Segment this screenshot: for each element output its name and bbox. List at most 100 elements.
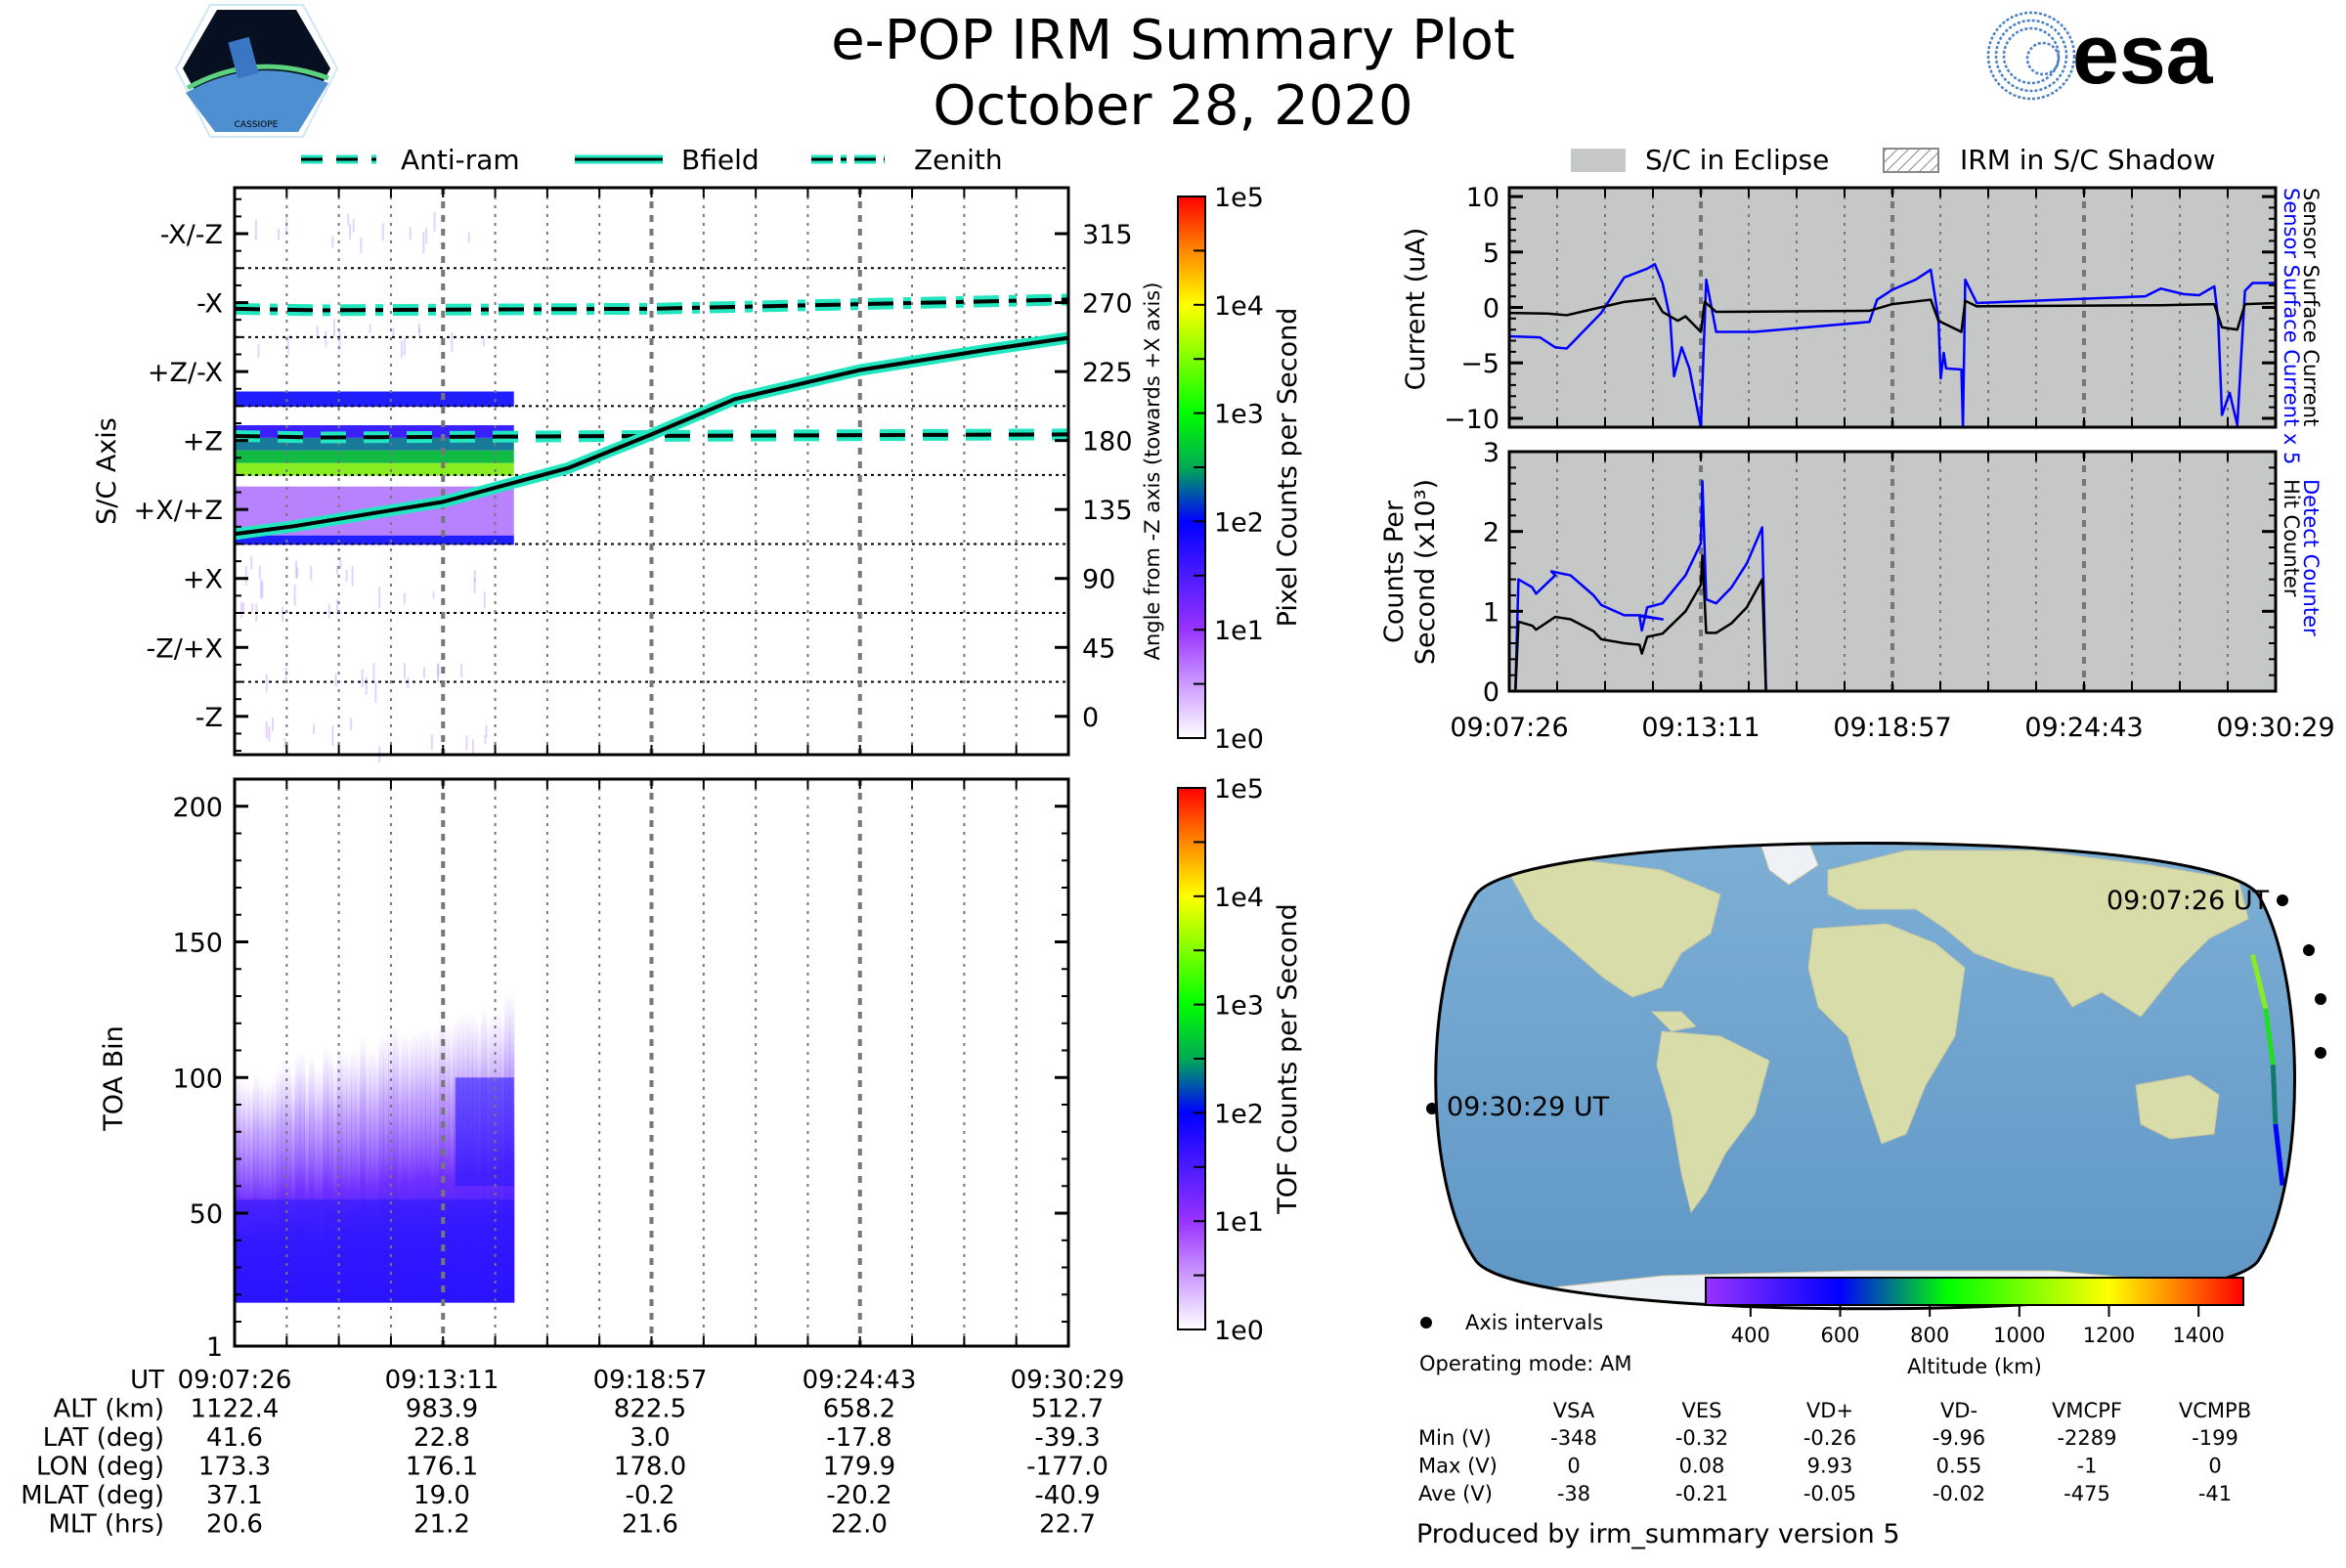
voltage-cell: -348 [1550,1426,1597,1450]
sc-axis-tick-label: +Z/-X [148,358,223,388]
toa-dense-band [456,1077,514,1186]
time-tick-label: 09:18:57 [1833,713,1951,743]
heatmap-speckle [266,674,268,692]
toa-tick-label: 50 [190,1199,223,1230]
track-marker-dot [1426,1103,1438,1114]
sc-axis-tick-label: -X [196,289,223,320]
heatmap-speckle [240,602,242,618]
voltage-cell: -2289 [2057,1426,2116,1450]
page-date: October 28, 2020 [933,74,1412,138]
heatmap-speckle [295,561,297,579]
ephemeris-cell: -40.9 [1034,1481,1100,1510]
heatmap-speckle [431,734,433,750]
heatmap-speckle [328,604,330,618]
heatmap-speckle [331,236,333,247]
heatmap-speckle [483,338,485,346]
voltage-cell: 0 [1567,1455,1580,1478]
voltage-cell: 0.08 [1679,1455,1725,1478]
time-tick-label: 09:07:26 [1450,713,1568,743]
y-tick-label: 3 [1483,438,1499,468]
heatmap-band [235,451,514,463]
heatmap-speckle [242,602,244,612]
heatmap-speckle [373,663,375,680]
heatmap-speckle [294,585,296,606]
heatmap-speckle [331,725,333,746]
heatmap-speckle [260,579,262,598]
y-tick-label: 10 [1466,183,1499,213]
eclipse-background [1509,188,2276,427]
colorbar-tick-label: 1e0 [1214,724,1264,755]
y-tick-label: 2 [1483,518,1499,548]
esa-wordmark: esa [2072,8,2214,102]
heatmap-speckle [350,719,352,731]
voltage-cell: -0.26 [1803,1426,1856,1450]
voltage-row-label: Min (V) [1418,1426,1492,1450]
y-tick-label: 0 [1483,677,1499,708]
altitude-label: Altitude (km) [1907,1355,2042,1378]
operating-mode: Operating mode: AM [1419,1352,1631,1375]
sc-axis-tick-label: +X/+Z [134,496,223,526]
sc-axis-ylabel: S/C Axis [92,417,122,525]
heatmap-speckle [378,587,380,607]
heatmap-speckle [484,735,486,744]
heatmap-speckle [259,566,261,579]
angle-tick-label: 180 [1082,427,1133,457]
legend-label: Anti-ram [401,144,520,176]
voltage-cell: -0.32 [1675,1426,1728,1450]
ephemeris-cell: 822.5 [614,1395,686,1424]
altitude-tick-label: 800 [1910,1324,1949,1347]
ephemeris-cell: 09:24:43 [803,1366,917,1395]
ephemeris-cell: 21.2 [413,1510,470,1540]
heatmap-speckle [434,212,436,232]
track-segment [2273,1065,2276,1124]
colorbar-tick-label: 1e5 [1214,183,1264,213]
voltage-header: VCMPB [2179,1399,2251,1422]
heatmap-speckle [285,668,287,682]
heatmap-speckle [347,214,349,226]
voltage-header: VD- [1940,1399,1977,1422]
track-marker-dot [2303,944,2315,956]
angle-axis-label: Angle from -Z axis (towards +X axis) [1141,283,1164,661]
voltage-header: VMCPF [2052,1399,2122,1422]
heatmap-speckle [278,229,280,240]
heatmap-speckle [422,233,424,254]
heatmap-band [235,391,514,407]
ephemeris-cell: 21.6 [622,1510,678,1540]
esa-logo: esa [1988,8,2214,102]
heatmap-speckle [335,674,337,687]
heatmap-speckle [484,591,486,608]
heatmap-speckle [325,331,326,348]
ephemeris-row-label: LON (deg) [36,1453,164,1482]
colorbar-tick-label: 1e0 [1214,1316,1264,1346]
heatmap-speckle [366,676,368,694]
sc-axis-tick-label: +X [183,565,223,595]
voltage-cell: -475 [2064,1482,2110,1505]
legend-right: S/C in Eclipse IRM in S/C Shadow [1571,144,2215,176]
colorbar-tick-label: 1e5 [1214,774,1264,805]
heatmap-speckle [255,219,257,240]
ephemeris-cell: 09:13:11 [385,1366,500,1395]
summary-figure: CASSIOPE e-POP IRM Summary Plot October … [0,0,2346,1564]
colorbar-tick-label: 1e2 [1214,507,1264,538]
toa-dense-band [235,1199,514,1302]
track-end-label: 09:30:29 UT [1447,1092,1610,1122]
ephemeris-cell: 173.3 [198,1453,271,1482]
sc-axis-ticks: -X/-Z -X +Z/-X +Z +X/+Z +X -Z/+X -Z [134,199,248,751]
current-panel: 1050−5−10 Current (uA) Sensor Surface Cu… [1401,183,2323,464]
altitude-tick-label: 1200 [2083,1324,2135,1347]
heatmap-speckle [404,593,406,605]
y-tick-label: −5 [1460,349,1499,379]
legend-label: S/C in Eclipse [1645,144,1829,176]
ephemeris-cell: 179.9 [823,1453,895,1482]
angle-tick-label: 315 [1082,220,1133,250]
heatmap-speckle [310,566,312,581]
ephemeris-cell: 22.0 [831,1510,888,1540]
heatmap-speckle [468,233,470,243]
heatmap-speckle [472,739,474,755]
voltage-header: VD+ [1806,1399,1853,1422]
heatmap-speckle [451,332,453,352]
time-tick-label: 09:13:11 [1641,713,1760,743]
voltage-cell: -1 [2077,1455,2098,1478]
heatmap-speckle [333,319,335,336]
pixel-colorbar: 1e51e41e31e21e11e0 Pixel Counts per Seco… [1178,183,1303,755]
